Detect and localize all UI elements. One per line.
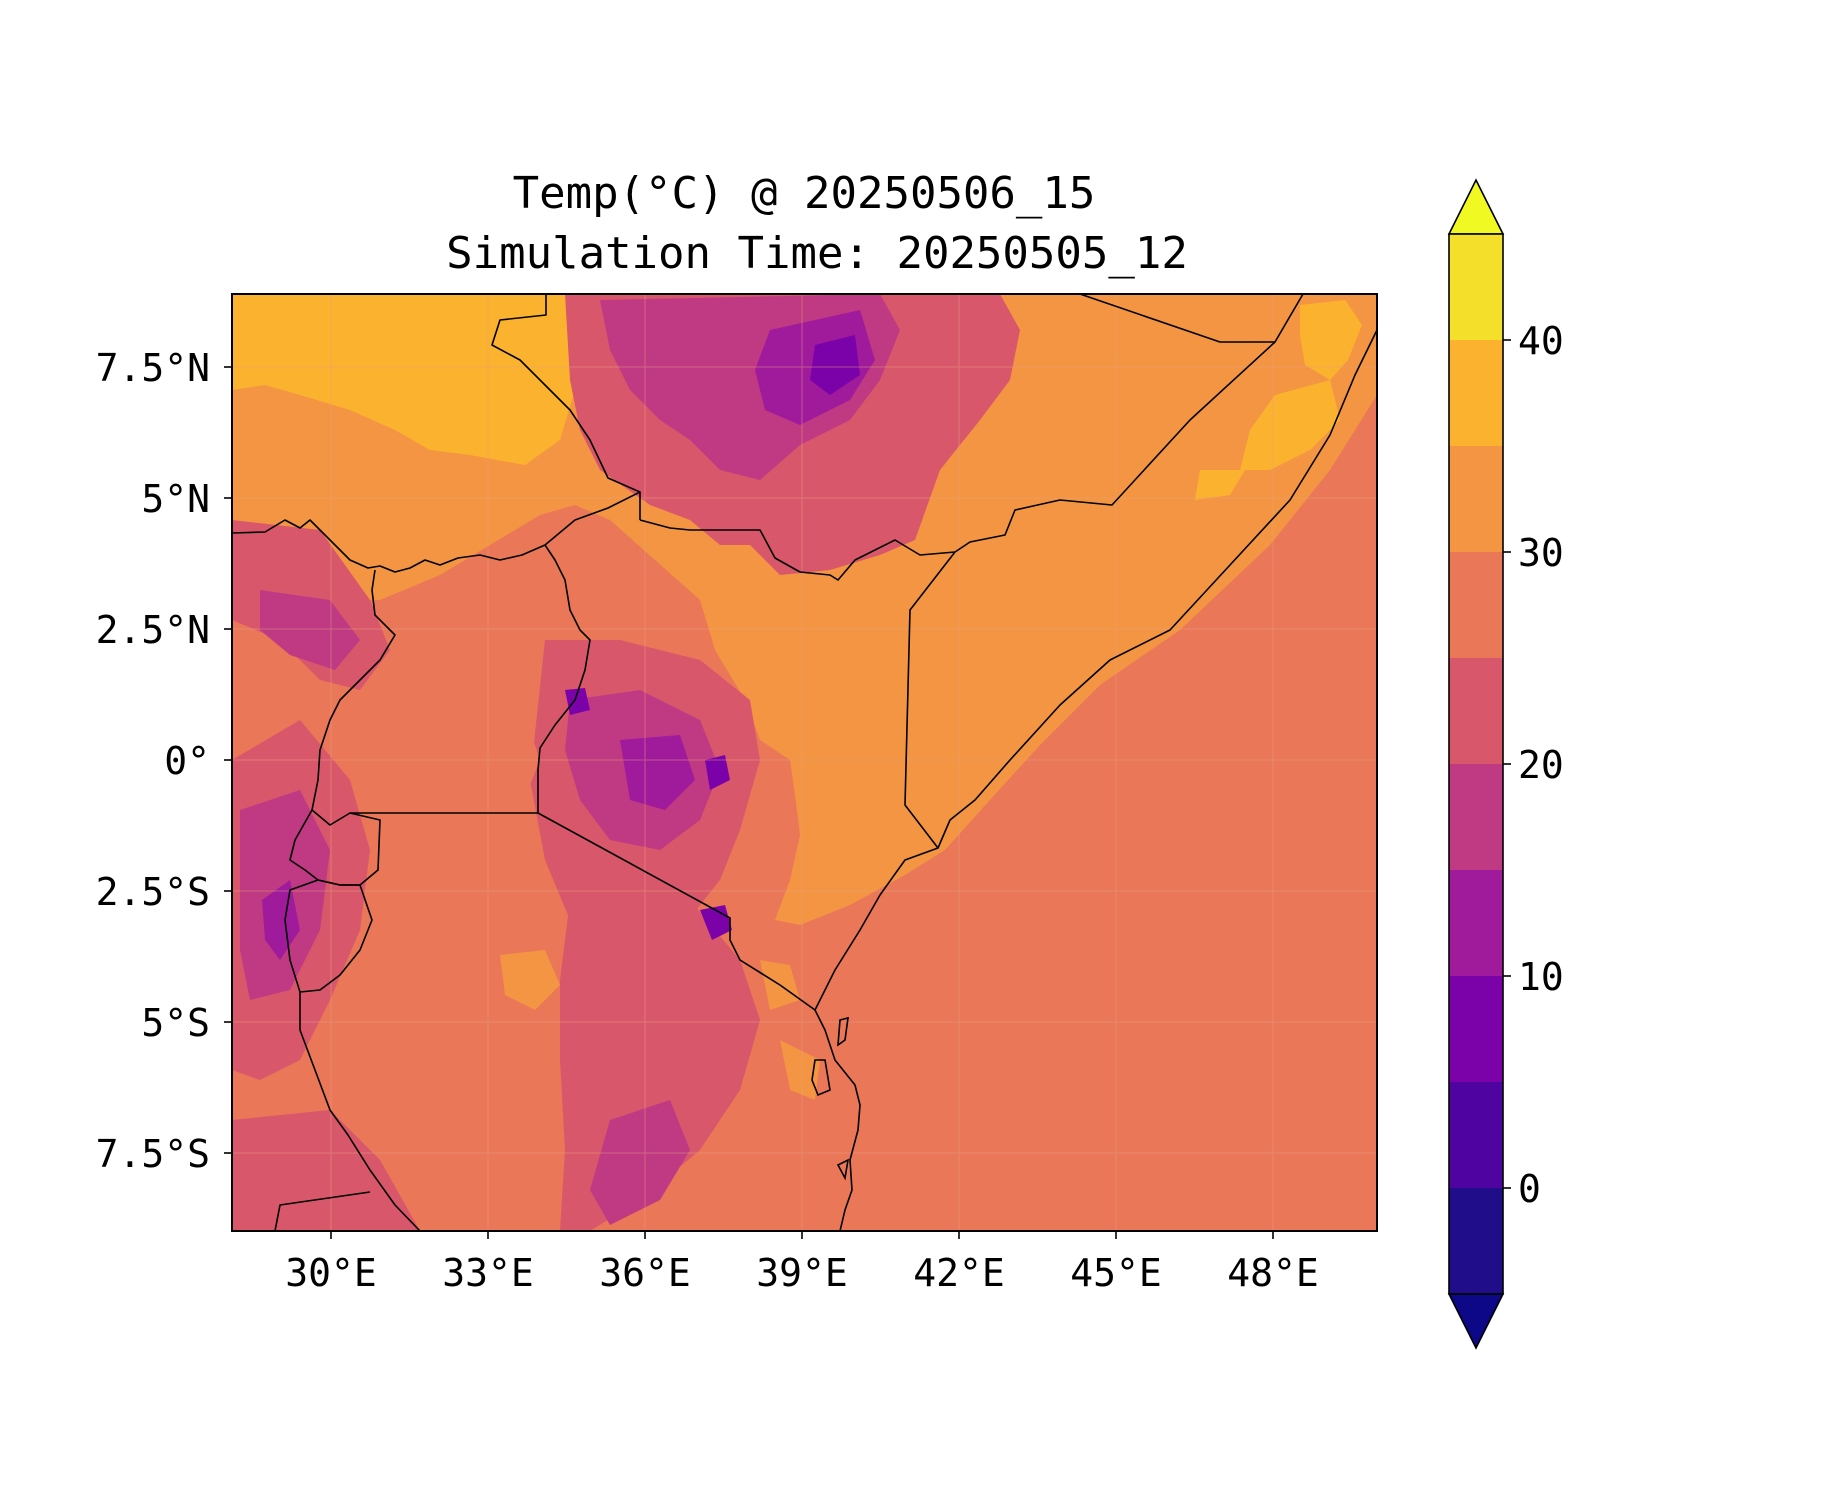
coastal-islands <box>811 1016 850 1181</box>
colorbar-band <box>1449 340 1503 446</box>
border-zambia-tanzania <box>274 1191 371 1231</box>
country-borders <box>232 294 1304 1231</box>
field-highlands-congo-north-core <box>260 590 360 670</box>
colorbar-under-triangle <box>1447 1293 1505 1350</box>
y-tick-label: 0° <box>164 739 210 783</box>
coastline <box>814 329 1377 1231</box>
colorbar-tick-label: 0 <box>1518 1167 1541 1211</box>
colorbar-tick-label: 20 <box>1518 743 1564 787</box>
border-uganda-kenya <box>537 544 591 813</box>
island-mafia <box>836 1158 850 1181</box>
colorbar-tick-label: 40 <box>1518 319 1564 363</box>
y-tick-label: 5°S <box>141 1001 210 1045</box>
border-south-sudan-kenya-ethiopia <box>639 519 956 581</box>
x-tick-label: 42°E <box>913 1251 1005 1295</box>
colorbar-band <box>1449 870 1503 976</box>
colorbar-band <box>1449 658 1503 764</box>
y-axis: 7.5°N 5°N 2.5°N 0° 2.5°S 5°S 7.5°S <box>96 346 232 1176</box>
colorbar-tick-label: 30 <box>1518 531 1564 575</box>
field-highlands-kenya-summit <box>705 755 730 790</box>
y-tick-label: 2.5°S <box>96 870 210 914</box>
field-kilimanjaro <box>700 905 732 940</box>
colorbar-band <box>1449 764 1503 870</box>
field-highlands-ethiopia-summit <box>810 335 860 395</box>
colorbar-band <box>1449 976 1503 1082</box>
field-hot-somalia-1 <box>1300 300 1362 380</box>
field-hot-somalia-2 <box>1240 380 1340 470</box>
field-highlands-tanzania-core <box>590 1100 690 1225</box>
colorbar-band <box>1449 552 1503 658</box>
x-tick-label: 45°E <box>1070 1251 1162 1295</box>
x-tick-label: 30°E <box>285 1251 377 1295</box>
graticule <box>232 294 1377 1231</box>
colorbar-band <box>1449 234 1503 340</box>
x-axis: 30°E 33°E 36°E 39°E 42°E 45°E 48°E <box>285 1231 1319 1295</box>
border-somaliland-ethiopia <box>1079 294 1275 343</box>
y-tick-label: 2.5°N <box>96 608 210 652</box>
chart-subtitle: Simulation Time: 20250505_12 <box>446 228 1188 279</box>
field-highlands-kenya-peak <box>620 735 695 810</box>
y-tick-label: 7.5°N <box>96 346 210 390</box>
border-kenya-tanzania <box>537 812 816 1011</box>
x-tick-label: 33°E <box>442 1251 534 1295</box>
x-tick-label: 36°E <box>599 1251 691 1295</box>
colorbar-band <box>1449 446 1503 552</box>
border-uganda-drc <box>311 569 396 811</box>
field-hot-somalia-3 <box>1195 470 1245 500</box>
field-mt-elgon <box>565 688 590 715</box>
field-rift-west-peak <box>262 880 300 960</box>
colorbar-band <box>1449 1082 1503 1188</box>
y-tick-label: 5°N <box>141 477 210 521</box>
x-tick-label: 48°E <box>1227 1251 1319 1295</box>
colorbar: 40 30 20 10 0 <box>1447 178 1564 1350</box>
border-sudan-ethiopia <box>491 294 641 520</box>
island-zanzibar <box>811 1059 831 1097</box>
colorbar-bands <box>1449 234 1503 1294</box>
border-drc-tanzania <box>299 992 421 1231</box>
colorbar-over-triangle <box>1447 178 1505 235</box>
field-lake-victoria <box>440 700 540 815</box>
field-sw-tanzania <box>232 1110 420 1231</box>
y-tick-label: 7.5°S <box>96 1132 210 1176</box>
field-warm-patch-3 <box>780 1040 820 1100</box>
island-pemba <box>837 1016 849 1047</box>
border-ethiopia-somalia <box>954 294 1304 553</box>
border-kenya-somalia <box>904 551 956 849</box>
border-south-sudan-uganda <box>232 491 641 573</box>
field-hot-sudan <box>232 294 590 465</box>
map-frame <box>231 293 1378 1232</box>
x-tick-label: 39°E <box>756 1251 848 1295</box>
border-burundi <box>284 879 373 993</box>
map-panel <box>232 294 1377 1231</box>
colorbar-tick-label: 10 <box>1518 955 1564 999</box>
field-warm-patch-1 <box>500 950 560 1010</box>
colorbar-band <box>1449 1188 1503 1294</box>
chart-title: Temp(°C) @ 20250506_15 <box>513 168 1096 219</box>
